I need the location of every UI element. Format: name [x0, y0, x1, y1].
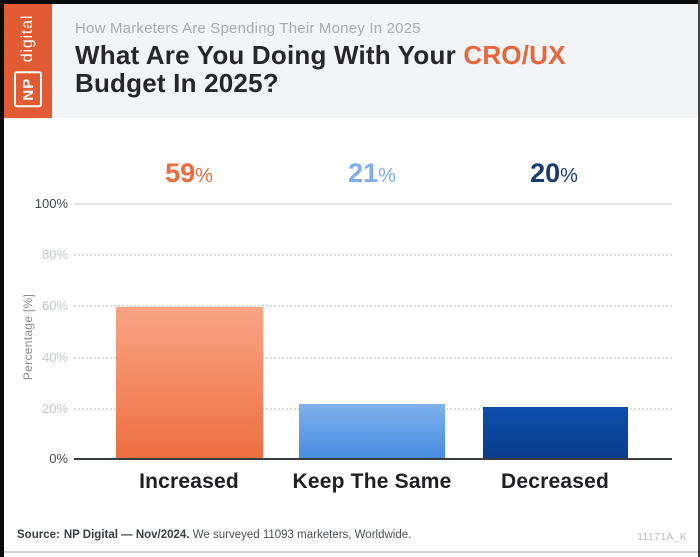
percent-sign: % [560, 165, 578, 187]
frame-left-border [0, 0, 4, 557]
y-axis-label: Percentage [%] [21, 293, 35, 381]
category-label-keep-the-same: Keep The Same [292, 470, 452, 493]
x-axis-line [74, 458, 672, 460]
reference-code: 11171A_K [637, 531, 687, 543]
page-title: What Are You Doing With Your CRO/UX Budge… [75, 41, 566, 97]
ytick-0: 0% [49, 451, 68, 466]
header: NP digital How Marketers Are Spending Th… [4, 4, 698, 118]
ytick-100: 100% [34, 196, 68, 211]
percent-sign: % [195, 165, 213, 187]
category-label-increased: Increased [139, 470, 239, 493]
source-note: Source: NP Digital — Nov/2024. We surveye… [17, 529, 411, 541]
ytick-60: 60% [41, 298, 68, 313]
title-highlight: CRO/UX [463, 40, 566, 70]
ytick-20: 20% [41, 401, 68, 416]
source-bold: NP Digital — Nov/2024. [63, 529, 190, 541]
category-label-decreased: Decreased [500, 470, 610, 493]
source-label: Source: [17, 529, 60, 541]
ytick-80: 80% [41, 247, 68, 262]
np-logo-mark: NP [14, 71, 42, 108]
frame-top-border [0, 0, 700, 4]
gridline-60 [74, 305, 672, 307]
bar-decreased [483, 407, 628, 458]
title-prefix: What Are You Doing With Your [75, 40, 456, 70]
bar-keep-the-same [299, 404, 445, 458]
frame-right-border [698, 0, 700, 557]
bar-increased [116, 307, 263, 458]
source-text: We surveyed 11093 marketers, Worldwide. [192, 529, 412, 541]
logo-digital-text: digital [19, 14, 36, 63]
ytick-40: 40% [41, 350, 68, 365]
gridline-80 [74, 254, 672, 256]
np-digital-logo: NP digital [4, 4, 52, 118]
title-line2: Budget In 2025? [75, 68, 279, 98]
footer-divider-line [4, 551, 698, 553]
percent-sign: % [378, 165, 396, 187]
np-digital-logo-rotated: NP digital [14, 14, 42, 108]
value-label-decreased: 20% [530, 158, 578, 188]
gridline-40 [74, 357, 672, 359]
header-eyebrow: How Marketers Are Spending Their Money I… [75, 20, 421, 37]
gridline-100 [74, 203, 672, 205]
value-label-keep-the-same: 21% [348, 158, 396, 188]
value-label-increased: 59% [165, 158, 213, 188]
